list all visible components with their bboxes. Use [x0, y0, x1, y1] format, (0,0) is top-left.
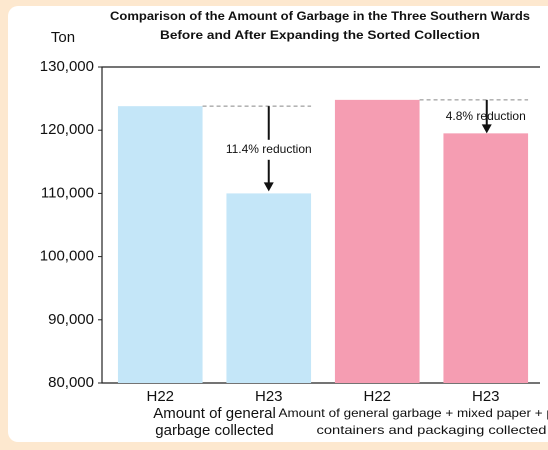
chart-title: Before and After Expanding the Sorted Co… [160, 28, 480, 42]
y-tick-label: 120,000 [40, 121, 94, 138]
x-tick-label: H22 [363, 388, 391, 405]
y-tick-label: 100,000 [40, 248, 94, 265]
y-axis-label: Ton [51, 29, 75, 46]
x-tick-label: H23 [255, 388, 283, 405]
y-tick-label: 90,000 [48, 311, 94, 328]
x-tick-label: H22 [146, 388, 174, 405]
arrow-head [481, 124, 492, 134]
chart-title: Comparison of the Amount of Garbage in t… [110, 9, 530, 23]
bar [226, 193, 312, 383]
y-tick-label: 80,000 [48, 374, 94, 391]
group-label: Amount of general [153, 405, 276, 422]
y-tick-label: 130,000 [40, 58, 94, 75]
annotation: 11.4% reduction [226, 142, 312, 156]
bar [117, 106, 203, 384]
y-tick-label: 110,000 [41, 184, 94, 201]
group-label: Amount of general garbage + mixed paper … [279, 406, 548, 420]
group-label: garbage collected [155, 422, 273, 439]
bar [443, 133, 529, 383]
plot-frame [101, 66, 540, 384]
bar [334, 99, 420, 383]
arrow-head [263, 182, 274, 192]
x-tick-label: H23 [472, 388, 500, 405]
group-label: containers and packaging collected [317, 423, 547, 437]
